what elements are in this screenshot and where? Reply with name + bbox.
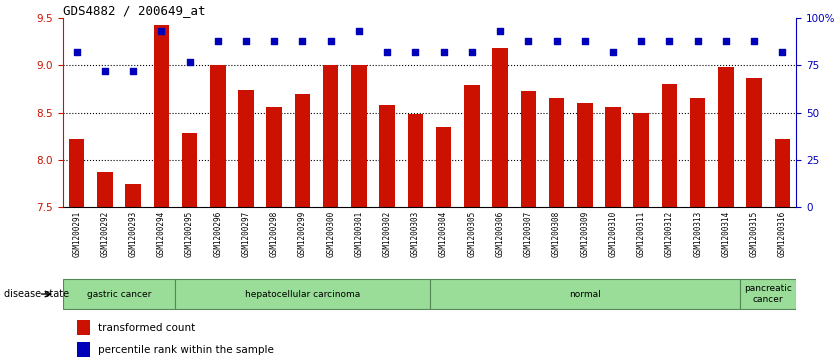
Text: GSM1200300: GSM1200300	[326, 211, 335, 257]
Point	[409, 49, 422, 55]
Point	[324, 38, 338, 44]
Bar	[63, 280, 175, 309]
Bar	[661, 84, 677, 207]
Bar	[125, 184, 141, 207]
Text: GSM1200302: GSM1200302	[383, 211, 392, 257]
Bar	[97, 172, 113, 207]
Text: GSM1200310: GSM1200310	[609, 211, 617, 257]
Bar	[267, 107, 282, 207]
Point	[437, 49, 450, 55]
Bar	[323, 65, 339, 207]
Text: GSM1200307: GSM1200307	[524, 211, 533, 257]
Text: GSM1200294: GSM1200294	[157, 211, 166, 257]
Text: GSM1200306: GSM1200306	[495, 211, 505, 257]
Bar	[78, 342, 90, 357]
Bar	[520, 91, 536, 207]
Bar	[294, 94, 310, 207]
Point	[606, 49, 620, 55]
Point	[550, 38, 563, 44]
Point	[352, 28, 365, 34]
Bar	[430, 280, 740, 309]
Point	[635, 38, 648, 44]
Point	[70, 49, 83, 55]
Text: GSM1200305: GSM1200305	[467, 211, 476, 257]
Point	[380, 49, 394, 55]
Text: GSM1200299: GSM1200299	[298, 211, 307, 257]
Bar	[153, 25, 169, 207]
Point	[296, 38, 309, 44]
Text: GSM1200301: GSM1200301	[354, 211, 364, 257]
Bar	[379, 105, 395, 207]
Bar	[718, 67, 734, 207]
Text: gastric cancer: gastric cancer	[87, 290, 151, 298]
Bar	[69, 139, 84, 207]
Bar	[746, 78, 762, 207]
Text: GSM1200303: GSM1200303	[411, 211, 420, 257]
Point	[127, 68, 140, 74]
Text: GSM1200304: GSM1200304	[440, 211, 448, 257]
Bar	[492, 48, 508, 207]
Bar	[549, 98, 565, 207]
Point	[98, 68, 112, 74]
Bar	[634, 113, 649, 207]
Bar	[78, 320, 90, 335]
Point	[521, 38, 535, 44]
Bar	[210, 65, 225, 207]
Bar	[690, 98, 706, 207]
Text: GSM1200291: GSM1200291	[73, 211, 81, 257]
Bar	[740, 280, 796, 309]
Point	[747, 38, 761, 44]
Text: percentile rank within the sample: percentile rank within the sample	[98, 345, 274, 355]
Text: GSM1200308: GSM1200308	[552, 211, 561, 257]
Text: pancreatic
cancer: pancreatic cancer	[744, 284, 792, 304]
Bar	[351, 65, 367, 207]
Text: GSM1200297: GSM1200297	[242, 211, 250, 257]
Text: GSM1200316: GSM1200316	[778, 211, 786, 257]
Point	[268, 38, 281, 44]
Point	[183, 59, 196, 65]
Text: GSM1200314: GSM1200314	[721, 211, 731, 257]
Point	[719, 38, 732, 44]
Text: GSM1200311: GSM1200311	[636, 211, 646, 257]
Text: GSM1200312: GSM1200312	[665, 211, 674, 257]
Bar	[775, 139, 790, 207]
Bar	[182, 133, 198, 207]
Text: GSM1200295: GSM1200295	[185, 211, 194, 257]
Text: GSM1200313: GSM1200313	[693, 211, 702, 257]
Bar	[436, 127, 451, 207]
Point	[691, 38, 705, 44]
Bar	[175, 280, 430, 309]
Point	[465, 49, 479, 55]
Text: GSM1200292: GSM1200292	[100, 211, 109, 257]
Point	[494, 28, 507, 34]
Bar	[577, 103, 592, 207]
Text: normal: normal	[569, 290, 600, 298]
Text: hepatocellular carcinoma: hepatocellular carcinoma	[245, 290, 360, 298]
Point	[578, 38, 591, 44]
Text: transformed count: transformed count	[98, 323, 195, 333]
Text: disease state: disease state	[4, 289, 69, 299]
Text: GSM1200296: GSM1200296	[214, 211, 223, 257]
Text: GSM1200315: GSM1200315	[750, 211, 759, 257]
Bar	[605, 107, 620, 207]
Point	[239, 38, 253, 44]
Text: GSM1200293: GSM1200293	[128, 211, 138, 257]
Bar	[408, 114, 423, 207]
Text: GSM1200298: GSM1200298	[269, 211, 279, 257]
Point	[663, 38, 676, 44]
Point	[776, 49, 789, 55]
Text: GDS4882 / 200649_at: GDS4882 / 200649_at	[63, 4, 205, 17]
Point	[211, 38, 224, 44]
Point	[154, 28, 168, 34]
Text: GSM1200309: GSM1200309	[580, 211, 590, 257]
Bar	[464, 85, 480, 207]
Bar	[239, 90, 254, 207]
